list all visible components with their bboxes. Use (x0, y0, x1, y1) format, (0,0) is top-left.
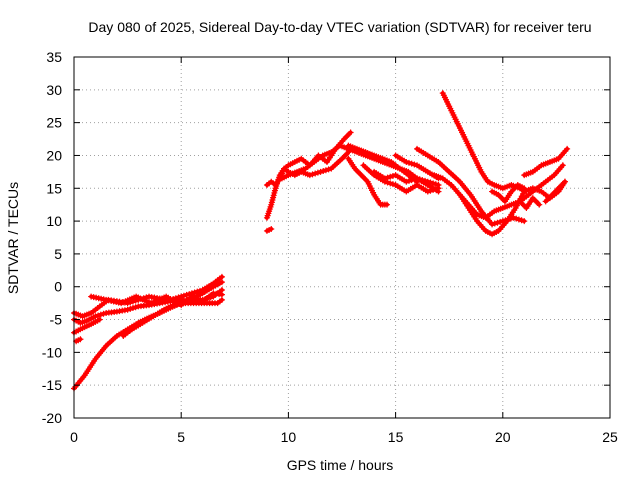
y-axis-label: SDTVAR / TECUs (5, 182, 21, 294)
series-markers (263, 225, 275, 234)
axes: 0 5 10 15 20 25 -20 -15 -10 -5 0 5 10 15 20 25 30 35 (42, 49, 618, 445)
series-trace-21 (489, 181, 528, 205)
series-trace-13 (345, 155, 391, 208)
series-trace-15 (371, 168, 442, 195)
x-tick-label: 15 (388, 429, 404, 445)
grid (74, 57, 610, 418)
x-tick-label: 25 (602, 429, 618, 445)
y-tick-label: 0 (54, 279, 62, 295)
series-markers (73, 336, 84, 345)
series-trace-24 (542, 178, 568, 205)
x-tick-label: 5 (177, 429, 185, 445)
series-markers (521, 145, 571, 179)
x-tick-label: 20 (495, 429, 511, 445)
y-tick-label: -10 (42, 344, 62, 360)
y-tick-label: -5 (50, 312, 63, 328)
series-markers (542, 178, 568, 205)
y-tick-label: 25 (46, 115, 62, 131)
series-trace-14 (360, 162, 442, 195)
series-markers (345, 155, 391, 208)
x-tick-label: 0 (70, 429, 78, 445)
y-tick-label: -20 (42, 410, 62, 426)
series-trace-5 (73, 336, 84, 345)
y-tick-label: 5 (54, 246, 62, 262)
y-tick-label: -15 (42, 377, 62, 393)
series-trace-19 (439, 90, 528, 195)
y-tick-label: 10 (46, 213, 62, 229)
series-markers (371, 168, 442, 195)
series-trace-7 (88, 290, 225, 309)
x-tick-label: 10 (281, 429, 297, 445)
series-markers (439, 90, 528, 195)
series-markers (360, 162, 442, 195)
y-tick-label: 15 (46, 180, 62, 196)
y-tick-label: 30 (46, 82, 62, 98)
series-trace-23 (521, 145, 571, 179)
chart-title: Day 080 of 2025, Sidereal Day-to-day VTE… (88, 19, 591, 35)
plot-frame (73, 56, 611, 419)
series-trace-22 (516, 195, 543, 211)
y-tick-label: 35 (46, 49, 62, 65)
y-tick-label: 20 (46, 147, 62, 163)
series-markers (516, 195, 543, 211)
series-markers (489, 181, 528, 205)
series-trace-11 (263, 225, 275, 234)
x-axis-label: GPS time / hours (287, 457, 394, 473)
series-markers (88, 290, 225, 309)
